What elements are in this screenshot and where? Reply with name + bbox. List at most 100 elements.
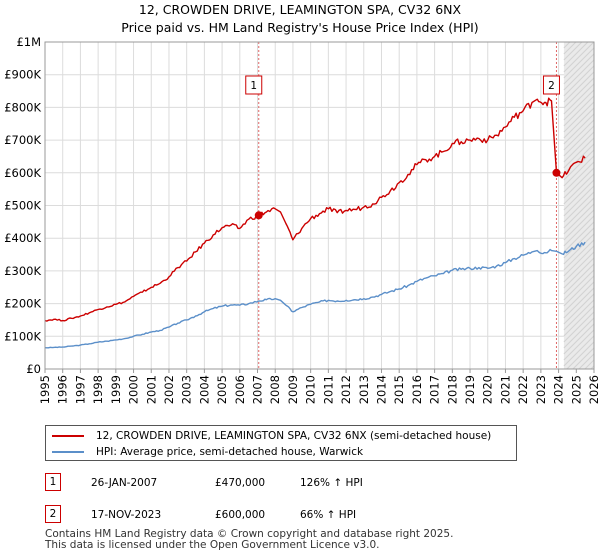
y-tick-label: £800K	[4, 100, 41, 114]
x-tick-label: 2023	[534, 375, 548, 404]
annotation-lines	[258, 42, 557, 369]
forecast-hatch	[563, 245, 595, 277]
y-tick-label: £600K	[4, 166, 41, 180]
legend: 12, CROWDEN DRIVE, LEAMINGTON SPA, CV32 …	[45, 425, 517, 461]
y-tick-label: £500K	[4, 199, 41, 213]
forecast-hatch	[563, 41, 583, 61]
x-tick-label: 2013	[357, 375, 371, 404]
forecast-hatch	[563, 71, 595, 103]
sale-point	[552, 168, 561, 177]
transaction-hpi-change: 66% ↑ HPI	[300, 509, 357, 521]
forecast-hatch	[563, 53, 595, 85]
forecast-hatch	[563, 293, 595, 325]
x-tick-label: 1996	[56, 375, 70, 404]
y-tick-label: £300K	[4, 264, 41, 278]
legend-item-property: 12, CROWDEN DRIVE, LEAMINGTON SPA, CV32 …	[52, 428, 491, 444]
y-tick-label: £100K	[4, 329, 41, 343]
legend-line-hpi	[52, 451, 84, 453]
forecast-hatch	[578, 353, 595, 370]
x-tick-label: 1995	[38, 375, 52, 404]
x-tick-label: 2004	[197, 375, 211, 404]
x-tick-label: 1997	[73, 375, 87, 404]
x-axis-ticks: 1995 1996 1997 1998 1999 2000 2001 2002 2003 2004…	[38, 369, 600, 404]
forecast-hatch	[563, 41, 595, 73]
chart-title-block: 12, CROWDEN DRIVE, LEAMINGTON SPA, CV32 …	[0, 1, 600, 37]
x-tick-label: 2022	[516, 375, 530, 404]
y-tick-label: £400K	[4, 231, 41, 245]
forecast-hatch	[563, 125, 595, 157]
forecast-hatch	[572, 347, 595, 370]
x-tick-label: 2024	[552, 375, 566, 404]
x-tick-label: 2017	[428, 375, 442, 404]
x-tick-label: 2000	[127, 375, 141, 404]
x-tick-label: 2016	[410, 375, 424, 404]
x-tick-label: 2018	[445, 375, 459, 404]
forecast-hatch	[563, 221, 595, 253]
x-tick-label: 2005	[215, 375, 229, 404]
forecast-hatch	[563, 113, 595, 145]
sale-markers	[254, 168, 561, 220]
legend-label-hpi: HPI: Average price, semi-detached house,…	[96, 446, 364, 458]
chart-title: 12, CROWDEN DRIVE, LEAMINGTON SPA, CV32 …	[138, 2, 462, 17]
annotation-badge-label: 1	[250, 80, 257, 92]
forecast-hatch	[563, 41, 577, 55]
annotation-badge-box	[245, 75, 263, 95]
forecast-hatch	[563, 83, 595, 115]
forecast-hatch	[563, 329, 595, 361]
x-tick-label: 2010	[304, 375, 318, 404]
forecast-hatch	[563, 47, 595, 79]
forecast-hatch	[563, 311, 595, 343]
legend-item-hpi: HPI: Average price, semi-detached house,…	[52, 444, 363, 460]
forecast-hatch	[563, 251, 595, 283]
price-chart: £0 £100K £200K £300K £400K £500K £600K £700K £80…	[4, 35, 600, 404]
x-tick-label: 1999	[109, 375, 123, 404]
hpi-series-line	[44, 241, 586, 349]
x-tick-label: 2019	[463, 375, 477, 404]
transaction-badge: 1	[45, 473, 61, 491]
forecast-hatch	[563, 239, 595, 271]
transaction-date: 17-NOV-2023	[91, 509, 162, 521]
grid	[44, 41, 595, 370]
chart-subtitle: Price paid vs. HM Land Registry's House …	[121, 20, 479, 35]
forecast-hatch	[563, 305, 595, 337]
x-tick-label: 2008	[268, 375, 282, 404]
forecast-hatch	[584, 359, 595, 370]
x-tick-label: 2009	[286, 375, 300, 404]
footer: Contains HM Land Registry data © Crown c…	[45, 529, 453, 551]
x-tick-label: 2025	[569, 375, 583, 404]
transaction-badge: 2	[45, 505, 61, 523]
forecast-hatch	[563, 119, 595, 151]
y-tick-label: £1M	[16, 35, 41, 49]
forecast-hatch	[563, 275, 595, 307]
forecast-hatch	[563, 317, 595, 349]
transaction-price: £470,000	[215, 477, 266, 489]
transaction-price: £600,000	[215, 509, 266, 521]
forecast-hatch	[563, 323, 595, 355]
forecast-hatch	[590, 365, 595, 370]
forecast-hatch	[563, 77, 595, 109]
forecast-hatch	[563, 137, 595, 169]
y-tick-label: £700K	[4, 133, 41, 147]
y-tick-label: £0	[26, 362, 41, 376]
forecast-hatch	[563, 161, 595, 193]
forecast-hatch	[563, 167, 595, 199]
legend-line-property	[52, 435, 84, 437]
x-tick-label: 2026	[587, 375, 600, 404]
forecast-hatch	[563, 65, 595, 97]
forecast-hatch	[563, 95, 595, 127]
x-tick-label: 2007	[251, 375, 265, 404]
forecast-hatch	[563, 335, 595, 367]
x-tick-label: 2020	[481, 375, 495, 404]
forecast-hatch	[563, 179, 595, 211]
forecast-hatch	[563, 209, 595, 241]
forecast-hatch	[563, 257, 595, 289]
x-tick-label: 2014	[374, 375, 388, 404]
x-tick-label: 2021	[498, 375, 512, 404]
annotation-badge-label: 2	[548, 80, 555, 92]
forecast-hatch	[563, 155, 595, 187]
forecast-hatch	[563, 101, 595, 133]
series-lines	[44, 97, 586, 349]
footer-copyright: Contains HM Land Registry data © Crown c…	[45, 528, 454, 540]
forecast-hatch	[563, 215, 595, 247]
forecast-hatch	[563, 197, 595, 229]
